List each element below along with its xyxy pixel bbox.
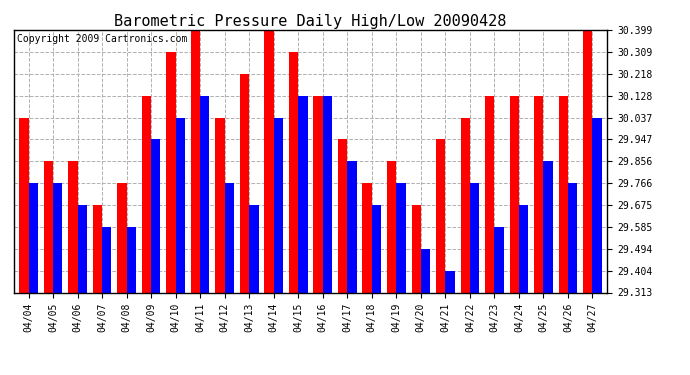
Bar (338, 139, 347, 292)
Bar (240, 74, 249, 292)
Bar (102, 227, 111, 292)
Bar (347, 161, 357, 292)
Bar (142, 96, 151, 292)
Bar (372, 205, 381, 292)
Bar (53, 183, 62, 292)
Bar (534, 96, 544, 292)
Title: Barometric Pressure Daily High/Low 20090428: Barometric Pressure Daily High/Low 20090… (115, 14, 506, 29)
Bar (568, 183, 578, 292)
Bar (215, 117, 225, 292)
Bar (43, 161, 53, 292)
Bar (445, 270, 455, 292)
Bar (28, 183, 38, 292)
Bar (19, 117, 28, 292)
Bar (117, 183, 126, 292)
Text: Copyright 2009 Cartronics.com: Copyright 2009 Cartronics.com (17, 34, 187, 44)
Bar (411, 205, 421, 292)
Bar (68, 161, 77, 292)
Bar (436, 139, 445, 292)
Bar (421, 249, 430, 292)
Bar (544, 161, 553, 292)
Bar (126, 227, 136, 292)
Bar (313, 96, 323, 292)
Bar (166, 52, 176, 292)
Bar (191, 30, 200, 292)
Bar (470, 183, 479, 292)
Bar (495, 227, 504, 292)
Bar (264, 30, 274, 292)
Bar (460, 117, 470, 292)
Bar (559, 96, 568, 292)
Bar (92, 205, 102, 292)
Bar (396, 183, 406, 292)
Bar (387, 161, 396, 292)
Bar (362, 183, 372, 292)
Bar (274, 117, 283, 292)
Bar (77, 205, 87, 292)
Bar (151, 139, 161, 292)
Bar (289, 52, 298, 292)
Bar (323, 96, 332, 292)
Bar (519, 205, 529, 292)
Bar (485, 96, 495, 292)
Bar (298, 96, 308, 292)
Bar (200, 96, 210, 292)
Bar (249, 205, 259, 292)
Bar (510, 96, 519, 292)
Bar (593, 117, 602, 292)
Bar (225, 183, 234, 292)
Bar (583, 30, 593, 292)
Bar (176, 117, 185, 292)
